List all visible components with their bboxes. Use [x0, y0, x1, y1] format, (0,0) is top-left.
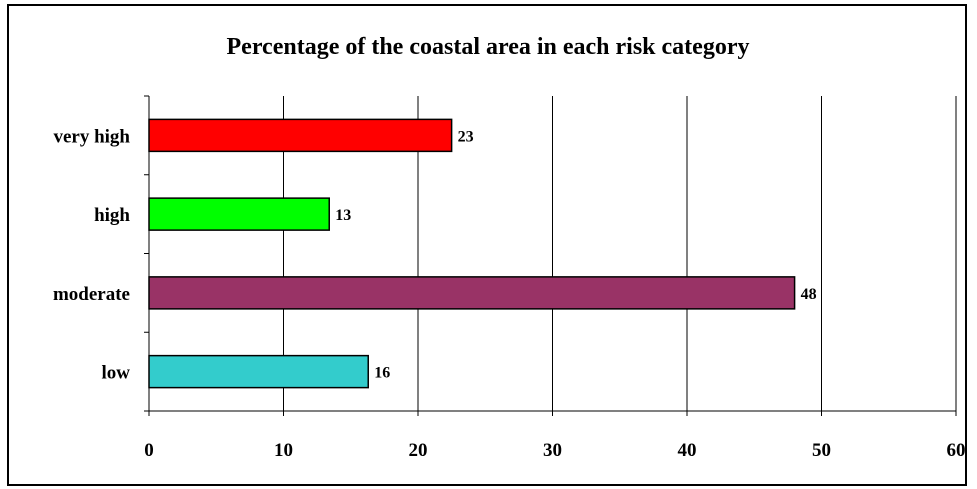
x-tick-label: 10 — [274, 440, 293, 461]
x-tick-label: 0 — [144, 440, 154, 461]
bar — [148, 118, 453, 153]
category-label: low — [102, 363, 131, 384]
x-tick-label: 20 — [409, 440, 428, 461]
labels: 0 10 20 30 40 50 60 very high 23 high 13 moderate 48… — [53, 126, 966, 461]
x-tick-label: 60 — [947, 440, 966, 461]
value-label: 16 — [374, 365, 390, 382]
x-tick-label: 40 — [678, 440, 697, 461]
category-label: high — [94, 205, 130, 226]
x-tick-label: 50 — [812, 440, 831, 461]
category-label: moderate — [53, 284, 130, 305]
chart-title: Percentage of the coastal area in each r… — [227, 34, 750, 60]
chart-frame — [7, 4, 967, 486]
category-label: very high — [53, 126, 130, 147]
value-label: 13 — [335, 207, 351, 224]
x-tick-label: 30 — [543, 440, 562, 461]
bar — [148, 354, 369, 389]
bars — [148, 118, 796, 389]
bar — [148, 197, 330, 231]
value-label: 23 — [458, 128, 474, 145]
bar — [148, 276, 796, 310]
value-label: 48 — [801, 286, 817, 303]
